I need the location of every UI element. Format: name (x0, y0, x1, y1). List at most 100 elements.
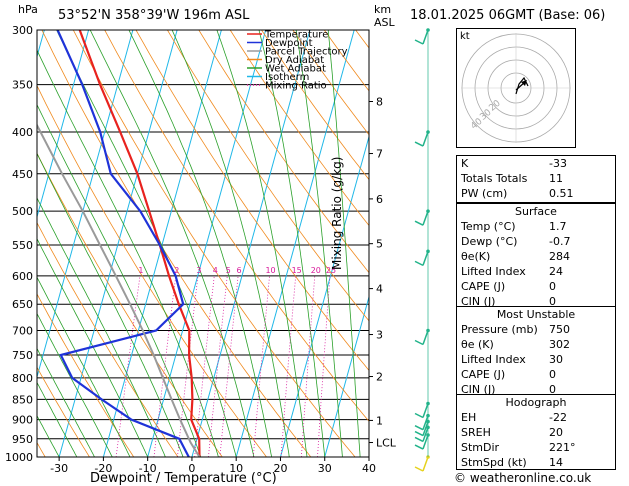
row-label: Lifted Index (461, 265, 526, 278)
wet-adiabat-line (37, 49, 219, 457)
mixing-ratio-line (153, 275, 177, 457)
asl-label: ASL (374, 16, 395, 29)
dry-adiabat-line (104, 30, 369, 422)
wind-barb (422, 251, 429, 266)
km-label: km (374, 3, 392, 16)
km-tick-label: 6 (376, 193, 383, 206)
mixing-ratio-label: 25 (326, 266, 336, 275)
mixing-ratio-line (219, 275, 239, 457)
row-label: Lifted Index (461, 353, 526, 366)
row-label: CIN (J) (461, 383, 496, 396)
table-row: K -33 (457, 156, 615, 171)
mixing-ratio-label: 3 (196, 266, 201, 275)
dewpoint-line (56, 30, 190, 457)
dry-adiabat-line (198, 30, 369, 274)
dry-adiabat-line (37, 84, 267, 457)
y-tick-label: 300 (12, 24, 33, 37)
y-tick-label: 750 (12, 349, 33, 362)
dry-adiabat-line (41, 30, 312, 457)
wet-adiabat-line (216, 30, 308, 457)
mixing-ratio-line (280, 275, 297, 457)
mixing-ratio-line (115, 275, 141, 457)
row-value: 221° (549, 441, 576, 454)
table-row: Temp (°C) 1.7 (457, 219, 615, 234)
mixing-ratio-line (208, 275, 228, 457)
row-label: θe(K) (461, 250, 491, 263)
x-tick-label: -10 (139, 462, 157, 475)
table-row: StmSpd (kt) 14 (457, 455, 615, 470)
location-title: 53°52'N 358°39'W 196m ASL (58, 8, 250, 23)
row-label: StmDir (461, 441, 500, 454)
mixing-ratio-label: 2 (174, 266, 179, 275)
x-tick-label: 30 (318, 462, 332, 475)
wet-adiabat-line (37, 238, 149, 457)
surface-title: Surface (515, 205, 557, 218)
mixing-ratio-line (252, 275, 270, 457)
y-tick-label: 400 (12, 126, 33, 139)
wet-adiabat-line (37, 152, 184, 457)
wind-barb (422, 434, 429, 450)
x-tick-label: -20 (94, 462, 112, 475)
legend-entry: Parcel Trajectory (265, 47, 348, 58)
mixing-ratio-line (317, 275, 331, 457)
dry-adiabat-line (387, 30, 450, 457)
legend-entry: Dewpoint (265, 38, 313, 49)
isotherm-line (37, 30, 90, 219)
footer-credit[interactable]: © weatheronline.co.uk (454, 471, 592, 485)
hodograph-table-title: Hodograph (505, 396, 567, 409)
row-label: CAPE (J) (461, 368, 506, 381)
wind-barb (422, 330, 429, 345)
table-row: CAPE (J) 0 (457, 279, 615, 294)
wet-adiabat-line (258, 30, 326, 457)
wet-adiabat-line (37, 276, 131, 457)
wind-barb-flag (414, 339, 424, 346)
table-row: Dewp (°C) -0.7 (457, 234, 615, 249)
row-value: 302 (549, 338, 570, 351)
dry-adiabat-line (72, 30, 356, 457)
row-label: Temp (°C) (461, 220, 516, 233)
x-tick-label: -30 (50, 462, 68, 475)
mixing-ratio-line (177, 275, 199, 457)
y-tick-label: 450 (12, 168, 33, 181)
row-value: -22 (549, 411, 567, 424)
isotherm-line (324, 294, 369, 457)
hodograph-unit: kt (460, 31, 470, 42)
row-value: 750 (549, 323, 570, 336)
wind-barb (422, 210, 429, 226)
wind-barb (422, 456, 429, 472)
wind-barb-flag (414, 430, 424, 437)
row-value: 0 (549, 295, 556, 308)
row-value: 20 (549, 426, 563, 439)
chart-axes: 1 2 3 4 5 6 10 15 20 2530035040045050055060065070… (5, 24, 397, 475)
row-label: CAPE (J) (461, 280, 506, 293)
row-value: 30 (549, 353, 563, 366)
row-label: θe (K) (461, 338, 494, 351)
row-label: Pressure (mb) (461, 323, 538, 336)
mixing-ratio-label: 5 (226, 266, 231, 275)
legend-entry: Wet Adiabat (265, 64, 326, 75)
mixing-ratio-label: 6 (237, 266, 242, 275)
row-value: 0 (549, 280, 556, 293)
wind-barb (422, 131, 429, 147)
row-label: CIN (J) (461, 295, 496, 308)
wind-barb-flag (414, 260, 424, 267)
wet-adiabat-line (327, 30, 361, 457)
skewt-chart: 1 2 3 4 5 6 10 15 20 2530035040045050055060065070… (5, 24, 450, 475)
km-tick-label: 5 (376, 238, 383, 251)
wet-adiabat-line (37, 347, 95, 457)
wind-barbs (414, 28, 430, 472)
row-value: -0.7 (549, 235, 571, 248)
row-value: 24 (549, 265, 563, 278)
row-value: -33 (549, 157, 567, 170)
y-tick-label: 1000 (5, 451, 33, 464)
isotherm-line (279, 134, 369, 457)
km-tick-label: 1 (376, 414, 383, 427)
row-label: Dewp (°C) (461, 235, 518, 248)
legend-entry: Temperature (264, 30, 328, 41)
row-value: 14 (549, 456, 563, 469)
wet-adiabat-line (56, 30, 237, 457)
x-tick-label: 20 (273, 462, 287, 475)
km-tick-label: 2 (376, 371, 383, 384)
table-row: CIN (J) 0 (457, 382, 615, 397)
